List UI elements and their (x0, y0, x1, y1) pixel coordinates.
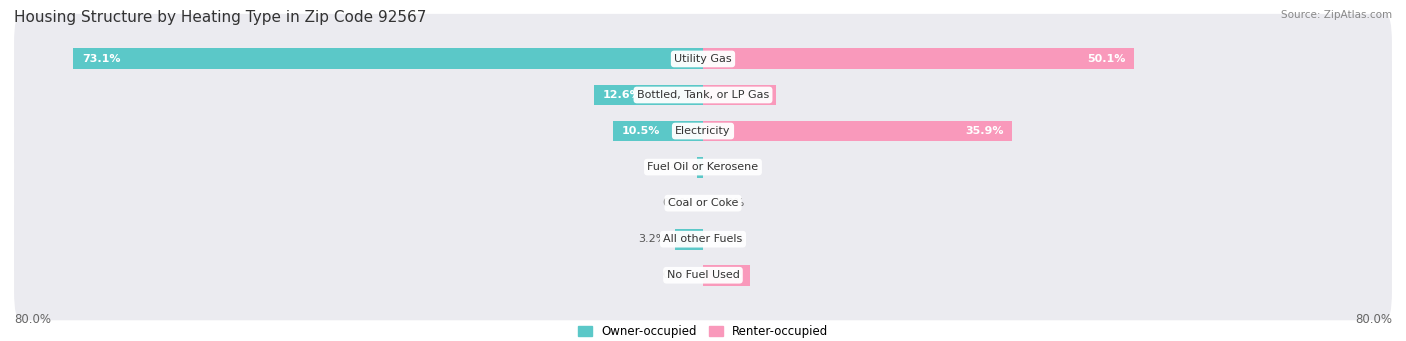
Bar (703, 265, 751, 286)
Text: Coal or Coke: Coal or Coke (668, 198, 738, 208)
Text: Bottled, Tank, or LP Gas: Bottled, Tank, or LP Gas (637, 90, 769, 100)
FancyBboxPatch shape (14, 14, 1392, 104)
Text: All other Fuels: All other Fuels (664, 234, 742, 244)
Text: 3.2%: 3.2% (638, 234, 666, 244)
FancyBboxPatch shape (14, 86, 1392, 176)
Text: Housing Structure by Heating Type in Zip Code 92567: Housing Structure by Heating Type in Zip… (14, 10, 426, 25)
Legend: Owner-occupied, Renter-occupied: Owner-occupied, Renter-occupied (572, 321, 834, 341)
Text: Utility Gas: Utility Gas (675, 54, 731, 64)
Text: 0.0%: 0.0% (716, 162, 744, 172)
Text: 5.5%: 5.5% (711, 270, 742, 280)
Text: Fuel Oil or Kerosene: Fuel Oil or Kerosene (647, 162, 759, 172)
Text: Electricity: Electricity (675, 126, 731, 136)
FancyBboxPatch shape (14, 194, 1392, 284)
Bar (675, 229, 703, 250)
FancyBboxPatch shape (14, 158, 1392, 248)
Text: 10.5%: 10.5% (621, 126, 659, 136)
Bar (703, 48, 1135, 70)
FancyBboxPatch shape (14, 122, 1392, 212)
Bar (613, 121, 703, 142)
FancyBboxPatch shape (14, 230, 1392, 320)
Text: 50.1%: 50.1% (1087, 54, 1126, 64)
Bar (703, 85, 776, 105)
FancyBboxPatch shape (14, 50, 1392, 140)
Text: 73.1%: 73.1% (82, 54, 121, 64)
Bar (73, 48, 703, 70)
Text: 80.0%: 80.0% (1355, 313, 1392, 326)
Text: 8.5%: 8.5% (737, 90, 768, 100)
Bar (697, 157, 703, 178)
Text: 0.0%: 0.0% (716, 198, 744, 208)
Text: 0.0%: 0.0% (716, 234, 744, 244)
Text: 80.0%: 80.0% (14, 313, 51, 326)
Text: 0.0%: 0.0% (662, 270, 690, 280)
Bar (703, 121, 1012, 142)
Text: 0.0%: 0.0% (662, 198, 690, 208)
Text: Source: ZipAtlas.com: Source: ZipAtlas.com (1281, 10, 1392, 20)
Text: 0.64%: 0.64% (654, 162, 689, 172)
Bar (595, 85, 703, 105)
Text: 12.6%: 12.6% (603, 90, 643, 100)
Text: 35.9%: 35.9% (965, 126, 1004, 136)
Text: No Fuel Used: No Fuel Used (666, 270, 740, 280)
